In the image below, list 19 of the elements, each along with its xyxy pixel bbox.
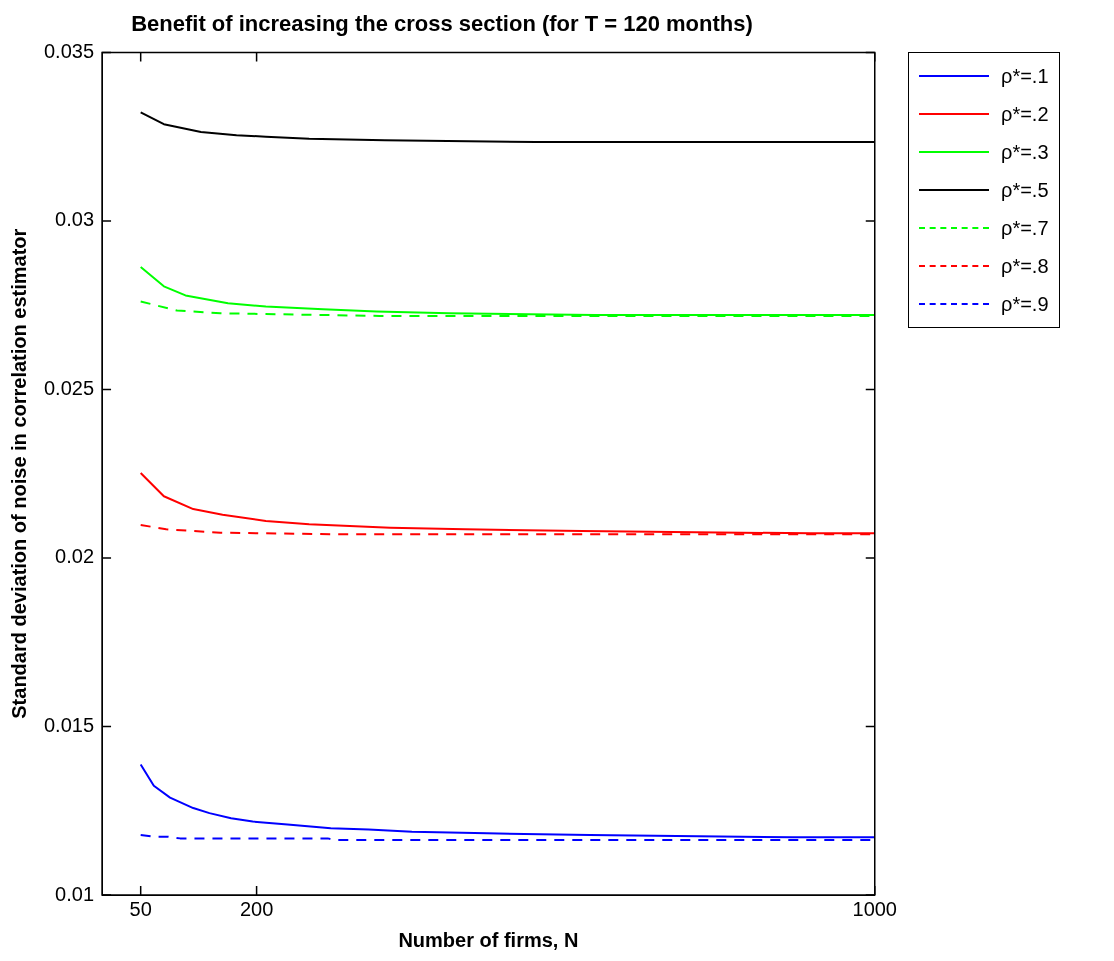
x-tick-label: 1000 (852, 897, 897, 920)
chart-title: Benefit of increasing the cross section (for T = 120 months) (131, 11, 753, 37)
y-tick-label: 0.035 (43, 39, 95, 62)
y-tick-label: 0.015 (43, 714, 95, 736)
x-axis-title: Number of firms, N (398, 928, 579, 951)
legend-label: ρ*=.2 (1001, 102, 1049, 126)
y-tick-label: 0.02 (55, 545, 95, 568)
legend-label: ρ*=.9 (1001, 292, 1049, 316)
legend-label: ρ*=.7 (1001, 216, 1049, 240)
legend-label: ρ*=.5 (1001, 178, 1049, 202)
legend-label: ρ*=.3 (1001, 140, 1049, 164)
x-tick-label: 50 (129, 897, 152, 920)
x-tick-label: 200 (239, 897, 274, 920)
legend-label: ρ*=.1 (1001, 64, 1049, 88)
y-tick-label: 0.025 (43, 376, 95, 399)
y-tick-label: 0.03 (55, 208, 95, 231)
legend-label: ρ*=.8 (1001, 254, 1049, 278)
y-axis-title: Standard deviation of noise in correlation estimator (7, 228, 30, 719)
y-tick-label: 0.01 (55, 882, 95, 905)
